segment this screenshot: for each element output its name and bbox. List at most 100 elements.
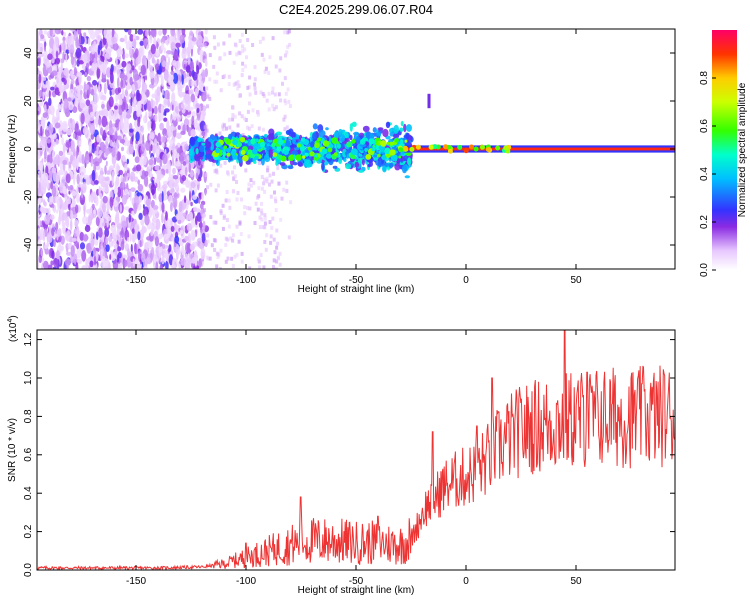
heatmap-cell [203, 86, 205, 91]
heatmap-cell [97, 208, 102, 218]
heatmap-cell [275, 208, 278, 212]
heatmap-cell [416, 145, 421, 150]
heatmap-cell [201, 192, 204, 201]
heatmap-cell [157, 86, 161, 96]
heatmap-cell [223, 52, 226, 56]
heatmap-cell [125, 53, 129, 58]
heatmap-cell [205, 190, 207, 196]
heatmap-cell [58, 170, 64, 176]
heatmap-cell [343, 158, 346, 162]
heatmap-cell [74, 108, 77, 113]
heatmap-cell [389, 163, 394, 168]
heatmap-cell [151, 184, 156, 195]
heatmap-cell [246, 86, 249, 90]
heatmap-cell [276, 242, 279, 246]
heatmap-cell [105, 149, 109, 156]
heatmap-cell [245, 55, 248, 59]
heatmap-cell [72, 160, 77, 168]
heatmap-cell [339, 134, 345, 140]
heatmap-cell [384, 163, 389, 167]
heatmap-cell [262, 128, 265, 132]
heatmap-cell [241, 252, 244, 256]
heatmap-cell [76, 48, 82, 59]
heatmap-cell [149, 65, 153, 71]
heatmap-cell [103, 196, 108, 204]
heatmap-cell [171, 226, 175, 232]
heatmap-cell [74, 100, 78, 107]
heatmap-cell [100, 56, 104, 62]
heatmap-cell [56, 250, 60, 259]
heatmap-cell [53, 239, 56, 247]
heatmap-cell [274, 199, 277, 203]
heatmap-cell [63, 144, 66, 153]
heatmap-cell [105, 236, 108, 245]
heatmap-cell [164, 253, 169, 258]
heatmap-cell [232, 264, 235, 268]
heatmap-cell [195, 88, 199, 97]
heatmap-cell [400, 140, 404, 144]
heatmap-cell [196, 173, 199, 179]
heatmap-cell [261, 53, 264, 57]
heatmap-cell [113, 200, 118, 207]
heatmap-cell [398, 147, 403, 152]
heatmap-cell [142, 82, 147, 93]
heatmap-cell [286, 125, 289, 129]
heatmap-cell [351, 148, 358, 155]
heatmap-cell [153, 209, 158, 213]
heatmap-cell [182, 74, 184, 85]
heatmap-cell [151, 44, 156, 54]
heatmap-cell [152, 57, 155, 64]
heatmap-cell [107, 79, 109, 86]
heatmap-cell [92, 143, 94, 149]
heatmap-cell [111, 147, 115, 158]
heatmap-cell [220, 88, 223, 92]
heatmap-cell [389, 142, 393, 146]
colorbar-label: Normalized spectral amplitude [737, 82, 748, 217]
heatmap-cell [161, 202, 164, 213]
heatmap-cell [130, 189, 132, 201]
heatmap-cell [94, 255, 96, 265]
heatmap-cell [100, 127, 103, 135]
heatmap-cell [90, 123, 96, 135]
heatmap-cell [162, 191, 164, 203]
heatmap-cell [273, 191, 276, 195]
heatmap-cell [256, 196, 259, 200]
heatmap-cell [333, 166, 338, 169]
heatmap-cell [393, 134, 397, 139]
heatmap-cell [213, 238, 216, 242]
heatmap-cell [232, 189, 235, 193]
heatmap-cell [122, 94, 125, 99]
heatmap-cell [226, 171, 229, 175]
heatmap-cell [135, 156, 140, 163]
heatmap-cell [124, 35, 127, 44]
heatmap-cell [144, 214, 149, 225]
heatmap-cell [39, 194, 42, 206]
heatmap-cell [84, 114, 90, 124]
heatmap-cell [114, 105, 118, 109]
heatmap-cell [188, 103, 190, 112]
heatmap-cell [104, 83, 107, 95]
heatmap-cell [126, 194, 129, 200]
heatmap-cell [180, 188, 185, 193]
heatmap-cell [121, 50, 123, 55]
heatmap-cell [269, 220, 272, 224]
heatmap-cell [164, 100, 168, 106]
heatmap-cell [209, 53, 212, 57]
heatmap-cell [183, 212, 186, 216]
heatmap-cell [277, 256, 280, 260]
heatmap-cell [313, 123, 318, 129]
spectrogram-y-tick-label: -40 [23, 237, 34, 252]
heatmap-cell [79, 140, 82, 145]
heatmap-cell [217, 184, 220, 188]
heatmap-cell [407, 157, 411, 165]
heatmap-cell [248, 101, 251, 105]
heatmap-cell [254, 77, 257, 81]
heatmap-cell [215, 188, 218, 192]
heatmap-cell [92, 204, 95, 209]
heatmap-cell [122, 177, 124, 189]
heatmap-cell [180, 258, 186, 266]
heatmap-cell [297, 161, 302, 166]
heatmap-cell [144, 242, 148, 250]
heatmap-cell [83, 127, 88, 135]
heatmap-cell [144, 171, 148, 177]
